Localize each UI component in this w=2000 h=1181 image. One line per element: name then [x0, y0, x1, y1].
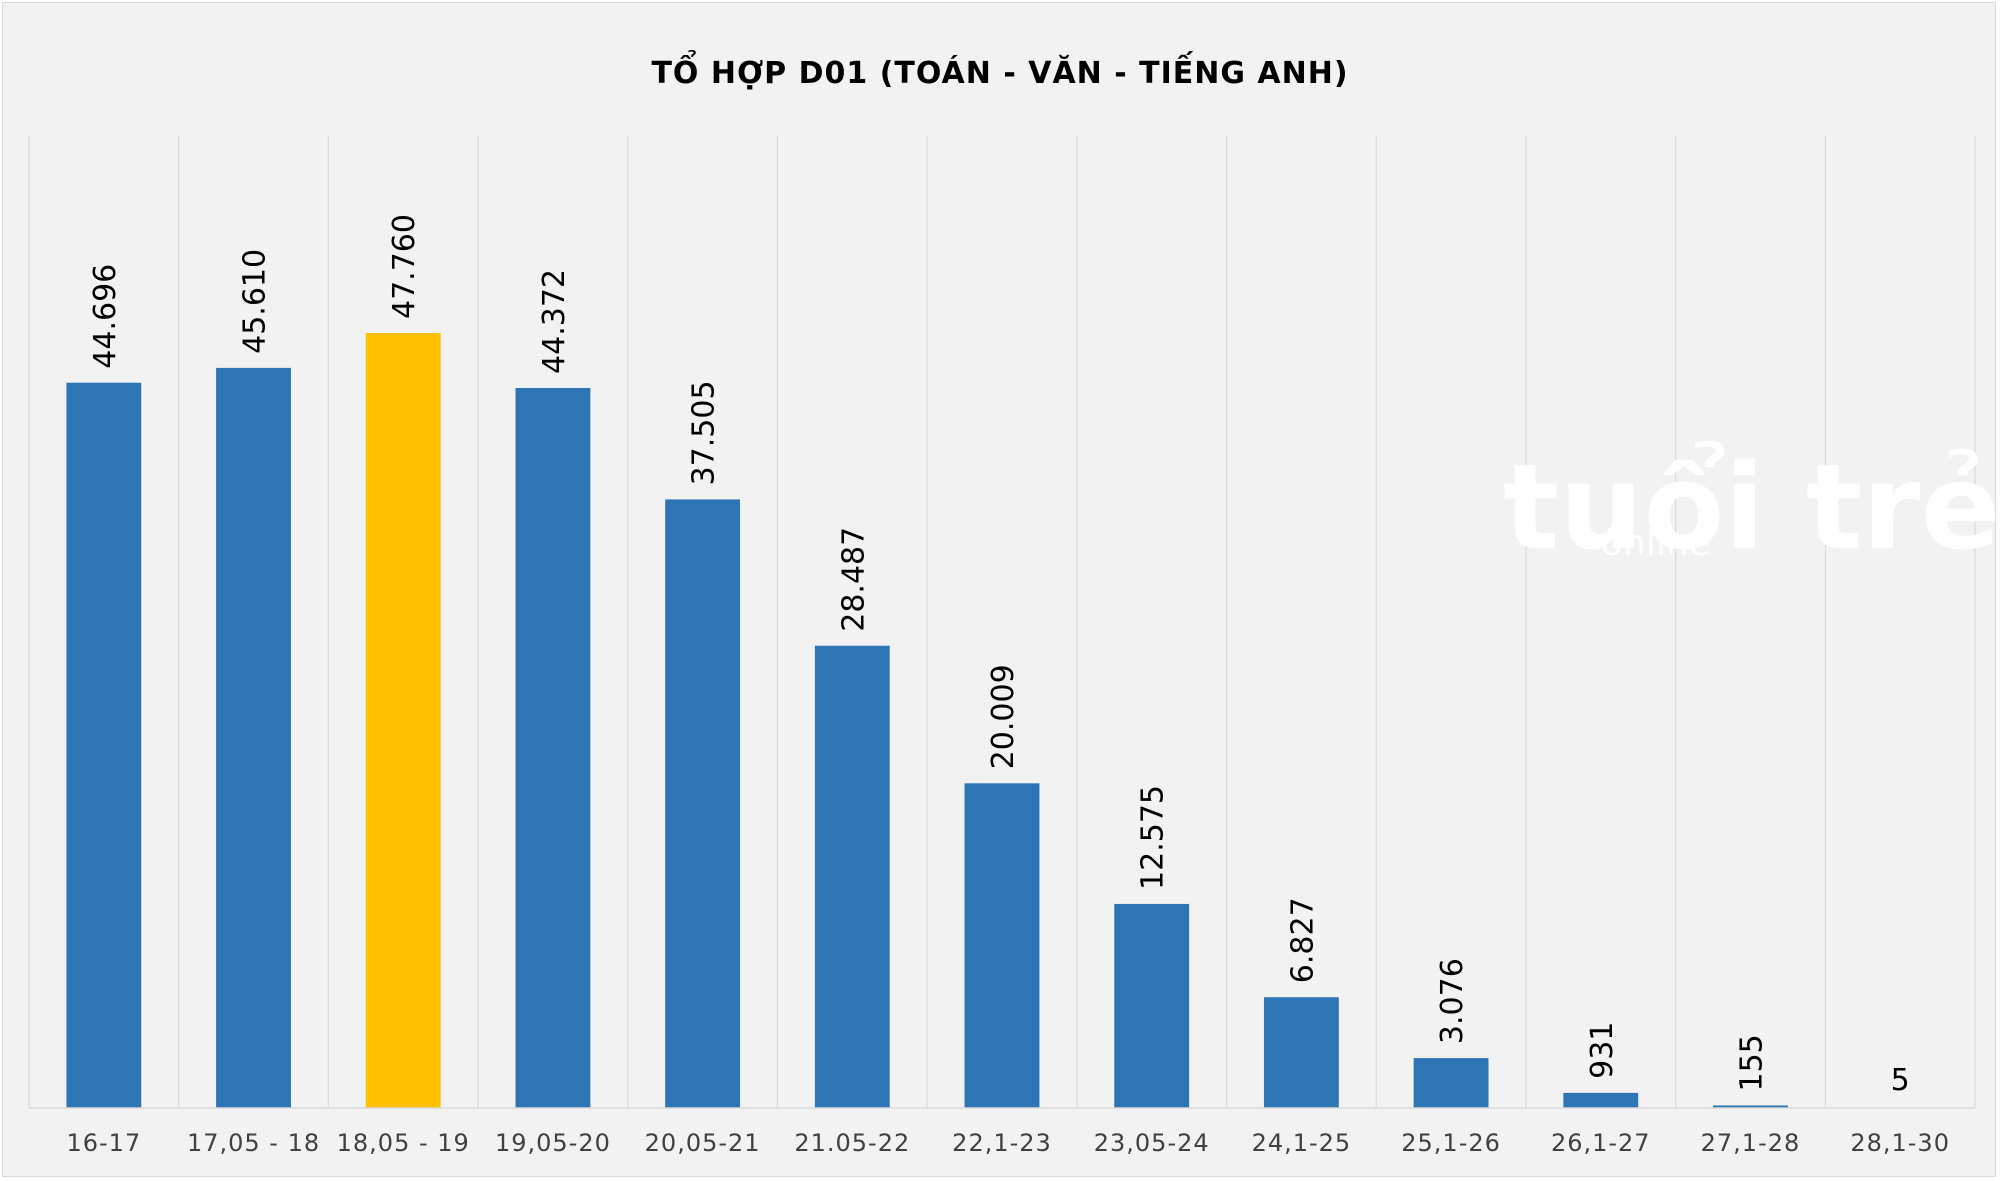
x-tick-label: 22,1-23	[952, 1129, 1052, 1157]
x-tick-label: 18,05 - 19	[337, 1129, 470, 1157]
x-tick-label: 23,05-24	[1094, 1129, 1210, 1157]
bar	[365, 333, 441, 1108]
tuoi-tre-online-logo: tuổi trẻ online	[1503, 438, 1997, 576]
x-tick-label: 19,05-20	[495, 1129, 611, 1157]
data-label: 3.076	[1435, 958, 1470, 1044]
bars	[66, 333, 1938, 1109]
bar-chart: TỔ HỢP D01 (TOÁN - VĂN - TIẾNG ANH) 44.6…	[28, 49, 1997, 1157]
data-label: 20.009	[986, 664, 1021, 769]
data-label: 6.827	[1285, 897, 1320, 983]
bar	[814, 645, 890, 1108]
data-label: 47.760	[387, 214, 422, 319]
data-label: 28.487	[836, 527, 871, 632]
bar	[515, 387, 591, 1109]
data-label: 45.610	[238, 249, 273, 354]
data-label: 37.505	[687, 380, 722, 485]
bar	[1263, 997, 1339, 1108]
data-label: 5	[1891, 1063, 1910, 1098]
watermark-sub: online	[1601, 523, 1711, 564]
data-label: 44.372	[537, 269, 572, 374]
x-axis-tick-labels: 16-17 17,05 - 18 18,05 - 19 19,05-20 20,05-2…	[66, 1129, 1950, 1157]
watermark-brand: tuổi trẻ	[1503, 438, 1997, 576]
bar	[66, 382, 142, 1108]
bar	[1413, 1058, 1489, 1108]
x-tick-label: 21.05-22	[794, 1129, 910, 1157]
gridlines	[28, 136, 1976, 1108]
x-tick-label: 26,1-27	[1551, 1129, 1651, 1157]
x-tick-label: 17,05 - 18	[187, 1129, 320, 1157]
data-label: 12.575	[1136, 785, 1171, 890]
x-tick-label: 27,1-28	[1701, 1129, 1801, 1157]
x-tick-label: 24,1-25	[1252, 1129, 1352, 1157]
chart-title: TỔ HỢP D01 (TOÁN - VĂN - TIẾNG ANH)	[651, 49, 1348, 91]
bar	[1563, 1092, 1639, 1108]
x-tick-label: 28,1-30	[1850, 1129, 1950, 1157]
x-tick-label: 16-17	[66, 1129, 141, 1157]
bar	[1713, 1105, 1788, 1108]
bar	[216, 367, 291, 1109]
bar	[964, 783, 1040, 1108]
bar	[1114, 903, 1190, 1108]
x-tick-label: 20,05-21	[645, 1129, 761, 1157]
data-labels: 44.696 45.610 47.760 44.372 37.505 28.487 20.0…	[88, 214, 1910, 1098]
data-label: 44.696	[88, 264, 123, 369]
x-tick-label: 25,1-26	[1401, 1129, 1501, 1157]
bar	[665, 499, 741, 1108]
data-label: 931	[1585, 1022, 1620, 1079]
data-label: 155	[1734, 1034, 1769, 1091]
